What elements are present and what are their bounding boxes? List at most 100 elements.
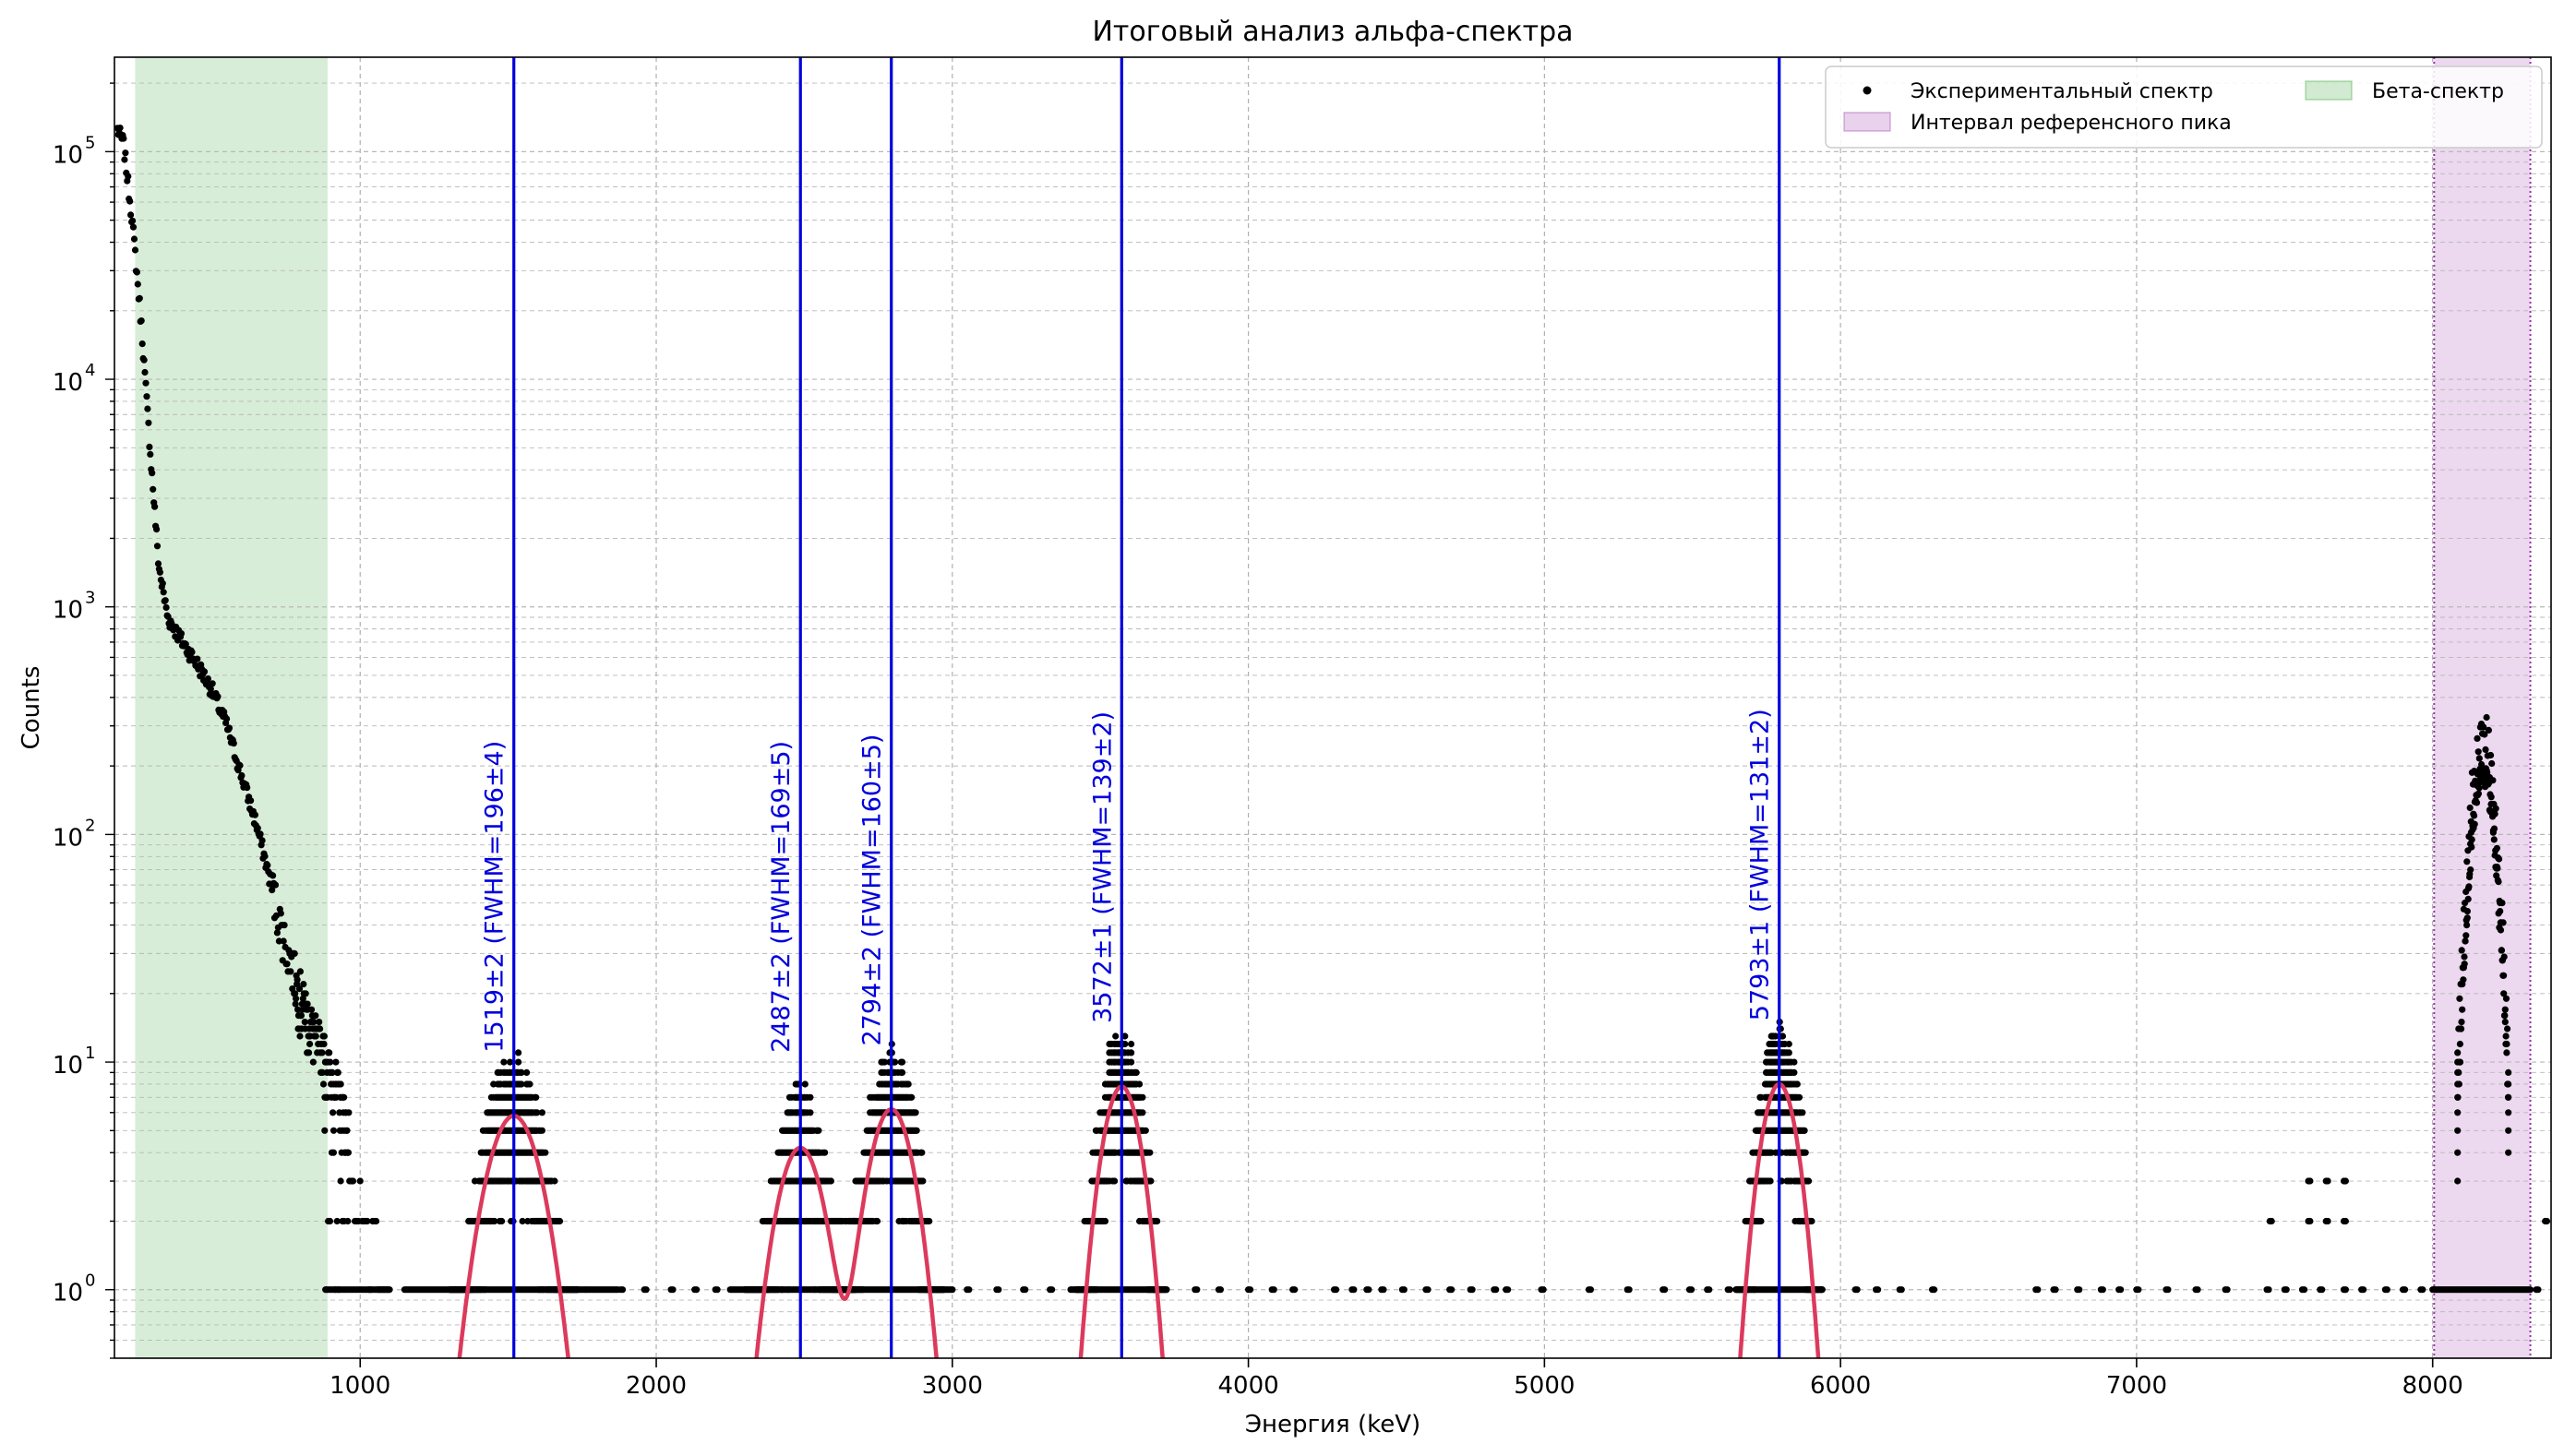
data-point xyxy=(281,922,288,929)
data-point xyxy=(523,1068,531,1076)
data-point xyxy=(1930,1286,1938,1294)
plot-frame xyxy=(114,56,2552,1359)
data-point xyxy=(2474,748,2482,756)
data-point xyxy=(2505,1068,2512,1076)
data-point xyxy=(2498,947,2505,954)
data-point xyxy=(2474,790,2482,797)
data-point xyxy=(1400,1286,1408,1294)
data-point xyxy=(1661,1286,1669,1294)
data-point xyxy=(1111,1177,1119,1185)
data-point xyxy=(2194,1286,2201,1294)
data-point xyxy=(209,680,216,687)
data-point xyxy=(319,1080,328,1088)
data-point xyxy=(1791,1068,1798,1076)
data-point xyxy=(329,1127,338,1134)
x-tick-label-5: 6000 xyxy=(1810,1372,1871,1400)
data-point xyxy=(2487,794,2495,801)
data-point xyxy=(918,1149,926,1156)
data-point xyxy=(271,881,280,889)
data-point xyxy=(329,1068,336,1076)
data-point xyxy=(1048,1286,1056,1294)
x-tick-label-4: 5000 xyxy=(1514,1372,1575,1400)
data-point xyxy=(2324,1217,2331,1225)
data-point xyxy=(713,1286,721,1294)
data-point xyxy=(2463,858,2471,865)
data-point xyxy=(129,217,137,224)
data-point xyxy=(144,405,151,412)
data-point xyxy=(913,1127,920,1134)
y-tick-label-exp-2: 2 xyxy=(85,816,95,835)
data-point xyxy=(309,1058,317,1066)
data-point xyxy=(2458,947,2465,954)
data-point xyxy=(1132,1068,1140,1076)
data-point xyxy=(801,1080,809,1088)
data-point xyxy=(162,603,170,612)
data-point xyxy=(2498,900,2506,907)
data-point xyxy=(294,1006,302,1013)
data-point xyxy=(1898,1286,1905,1294)
data-point xyxy=(2501,1019,2509,1026)
data-point xyxy=(1785,1040,1792,1048)
data-point xyxy=(223,715,231,722)
data-point xyxy=(2383,1286,2390,1294)
data-point xyxy=(138,340,146,348)
data-point xyxy=(2478,760,2486,769)
data-point xyxy=(2401,1286,2409,1294)
data-point xyxy=(2461,953,2468,961)
data-point xyxy=(2466,804,2474,812)
data-point xyxy=(273,929,281,937)
data-point xyxy=(2497,908,2504,915)
data-point xyxy=(642,1286,650,1294)
data-point xyxy=(2499,919,2507,926)
data-point xyxy=(292,990,299,997)
data-point xyxy=(1163,1286,1170,1294)
data-point xyxy=(518,1080,525,1088)
data-point xyxy=(136,294,143,302)
data-point xyxy=(130,235,138,243)
data-point xyxy=(2456,1058,2463,1066)
data-point xyxy=(342,1149,350,1156)
data-point xyxy=(2485,726,2492,734)
data-point xyxy=(140,356,148,364)
data-point xyxy=(143,393,150,400)
data-point xyxy=(1193,1286,1201,1294)
data-point xyxy=(2342,1286,2349,1294)
data-point xyxy=(807,1093,814,1101)
data-point xyxy=(204,675,211,683)
data-point xyxy=(908,1093,916,1101)
data-point xyxy=(2034,1286,2042,1294)
peak-label-5793: 5793±1 (FWHM=131±2) xyxy=(1746,709,1775,1020)
data-point xyxy=(320,1040,328,1048)
data-point xyxy=(2468,836,2475,843)
data-point xyxy=(321,1127,329,1134)
data-point xyxy=(337,1177,344,1185)
data-point xyxy=(1365,1286,1372,1294)
data-point xyxy=(1767,1177,1774,1185)
data-point xyxy=(247,797,255,805)
data-point xyxy=(207,686,214,693)
data-point xyxy=(343,1127,351,1134)
data-point xyxy=(2455,1068,2462,1076)
data-point xyxy=(329,1109,337,1116)
data-point xyxy=(515,1049,522,1056)
legend-entry-label-2: Интервал референсного пика xyxy=(1911,112,2232,135)
data-point xyxy=(280,937,287,945)
data-point xyxy=(257,830,264,838)
data-point xyxy=(1142,1127,1149,1134)
data-point xyxy=(301,1019,308,1026)
data-point xyxy=(2454,1049,2462,1056)
fit-curve-peak-5793 xyxy=(1738,1081,1821,1358)
data-point xyxy=(1726,1286,1733,1294)
data-point xyxy=(264,862,271,869)
data-point xyxy=(236,762,244,770)
data-point xyxy=(2475,784,2483,792)
data-point xyxy=(334,1068,341,1076)
data-point xyxy=(225,724,234,732)
legend-entry-label-1: Бета-спектр xyxy=(2372,80,2504,103)
data-point xyxy=(127,211,135,219)
data-point xyxy=(182,640,189,648)
data-point xyxy=(116,125,124,132)
data-point xyxy=(153,543,162,550)
shaded-regions xyxy=(135,57,2532,1358)
data-point xyxy=(332,1058,340,1066)
